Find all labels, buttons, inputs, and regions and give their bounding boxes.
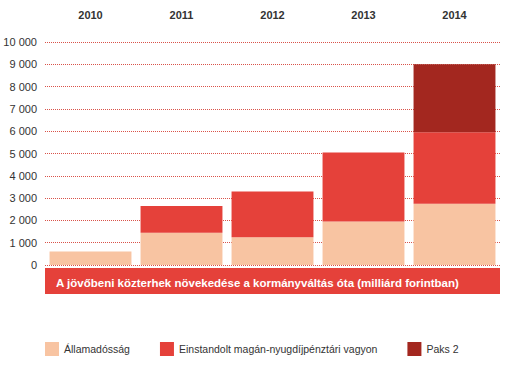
- svg-text:Államadósság: Államadósság: [64, 343, 130, 355]
- svg-text:3 000: 3 000: [9, 192, 37, 204]
- svg-text:8 000: 8 000: [9, 81, 37, 93]
- svg-text:2013: 2013: [351, 9, 375, 21]
- svg-text:7 000: 7 000: [9, 103, 37, 115]
- svg-text:2010: 2010: [78, 9, 102, 21]
- svg-text:0: 0: [31, 259, 37, 271]
- svg-text:2014: 2014: [442, 9, 467, 21]
- svg-text:9 000: 9 000: [9, 58, 37, 70]
- svg-text:Paks 2: Paks 2: [426, 343, 458, 355]
- svg-text:2012: 2012: [260, 9, 284, 21]
- svg-text:2 000: 2 000: [9, 214, 37, 226]
- svg-text:2011: 2011: [170, 9, 194, 21]
- svg-text:A jövőbeni közterhek növekedés: A jövőbeni közterhek növekedése a kormán…: [56, 277, 459, 289]
- svg-text:Einstandolt magán-nyugdíjpénzt: Einstandolt magán-nyugdíjpénztári vagyon: [179, 343, 378, 355]
- svg-text:4 000: 4 000: [9, 170, 37, 182]
- svg-text:6 000: 6 000: [9, 125, 37, 137]
- svg-text:5 000: 5 000: [9, 148, 37, 160]
- svg-text:10 000: 10 000: [3, 36, 37, 48]
- svg-text:1 000: 1 000: [9, 237, 37, 249]
